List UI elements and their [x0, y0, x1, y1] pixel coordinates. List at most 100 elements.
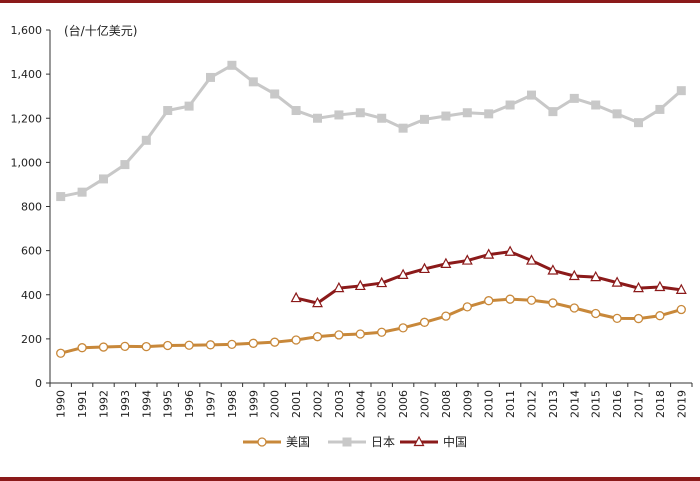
- data-point: [484, 109, 494, 119]
- data-point: [77, 187, 87, 197]
- data-point: [56, 348, 66, 358]
- data-point: [548, 298, 558, 308]
- data-point: [184, 101, 194, 111]
- data-point: [99, 174, 108, 184]
- data-point: [504, 245, 516, 256]
- data-point: [484, 296, 494, 306]
- data-point: [547, 264, 559, 275]
- x-tick-label: 2019: [675, 390, 688, 418]
- x-tick-label: 2004: [354, 390, 367, 418]
- data-point: [590, 270, 602, 282]
- data-point: [633, 281, 644, 293]
- y-tick-label: 200: [21, 333, 42, 346]
- data-point: [634, 118, 643, 128]
- data-point: [462, 302, 472, 312]
- data-point: [270, 337, 280, 347]
- data-point: [355, 329, 365, 339]
- x-tick-label: 1991: [76, 390, 89, 418]
- data-point: [141, 135, 151, 145]
- legend-marker: [413, 435, 425, 447]
- legend-item: 中国: [400, 434, 467, 449]
- x-tick-label: 1999: [247, 390, 260, 418]
- data-point: [184, 340, 194, 350]
- data-point: [655, 104, 665, 114]
- y-tick-label: 400: [21, 289, 42, 302]
- data-point: [591, 308, 601, 319]
- data-point: [248, 338, 258, 348]
- y-tick-label: 800: [21, 201, 42, 214]
- series-line: [60, 63, 683, 199]
- data-point: [270, 89, 280, 99]
- data-point: [505, 100, 515, 110]
- data-point: [633, 313, 644, 324]
- legend-item: 日本: [328, 435, 395, 449]
- data-point: [141, 341, 151, 352]
- x-tick-label: 2002: [312, 390, 325, 418]
- data-point: [334, 330, 344, 340]
- series-line: [295, 250, 682, 305]
- series-layer: [56, 60, 687, 358]
- data-point: [675, 283, 687, 294]
- x-tick-label: 2003: [333, 390, 346, 418]
- series-line: [60, 297, 682, 355]
- y-tick-label: 0: [35, 377, 42, 390]
- x-tick-label: 1998: [226, 390, 239, 418]
- x-tick-label: 2000: [269, 390, 282, 418]
- data-point: [398, 123, 408, 133]
- data-point: [612, 313, 622, 324]
- data-point: [248, 77, 258, 87]
- x-tick-label: 2013: [547, 390, 560, 418]
- x-tick-label: 2018: [654, 390, 667, 418]
- data-point: [419, 317, 430, 327]
- x-tick-label: 2016: [611, 390, 624, 418]
- data-point: [527, 90, 536, 100]
- x-tick-label: 1990: [55, 390, 68, 418]
- data-point: [548, 107, 558, 117]
- data-point: [205, 340, 216, 350]
- data-point: [676, 86, 686, 96]
- data-point: [163, 106, 173, 116]
- data-point: [377, 113, 387, 123]
- series-0: [56, 294, 686, 358]
- legend-label: 中国: [443, 434, 467, 449]
- data-point: [312, 332, 323, 342]
- series-1: [56, 60, 686, 202]
- data-point: [441, 311, 451, 321]
- data-point: [163, 340, 173, 351]
- data-point: [612, 109, 622, 119]
- data-point: [420, 114, 429, 124]
- y-tick-label: 1,000: [11, 156, 43, 169]
- data-point: [654, 280, 666, 292]
- data-point: [505, 294, 515, 304]
- data-point: [120, 160, 130, 170]
- top-border: [0, 0, 700, 3]
- data-point: [333, 281, 345, 293]
- data-point: [419, 262, 430, 274]
- data-point: [377, 327, 387, 337]
- legend-label: 美国: [286, 435, 310, 449]
- data-point: [526, 295, 537, 305]
- x-tick-label: 2005: [376, 390, 389, 418]
- data-point: [334, 110, 344, 120]
- x-tick-label: 1993: [119, 390, 132, 418]
- data-point: [120, 341, 130, 352]
- data-point: [569, 93, 579, 103]
- data-point: [354, 279, 366, 291]
- data-point: [227, 60, 237, 70]
- x-tick-label: 2014: [568, 390, 581, 418]
- data-point: [291, 335, 301, 345]
- data-point: [227, 339, 237, 350]
- bottom-border: [0, 477, 700, 481]
- x-tick-label: 1994: [140, 390, 153, 418]
- y-tick-label: 1,200: [11, 112, 43, 125]
- x-tick-label: 2009: [461, 390, 474, 418]
- data-point: [461, 254, 473, 265]
- legend-marker: [342, 437, 352, 447]
- data-point: [397, 268, 409, 279]
- data-point: [98, 342, 109, 352]
- legend-marker: [257, 437, 267, 447]
- data-point: [376, 276, 388, 288]
- data-point: [291, 106, 301, 116]
